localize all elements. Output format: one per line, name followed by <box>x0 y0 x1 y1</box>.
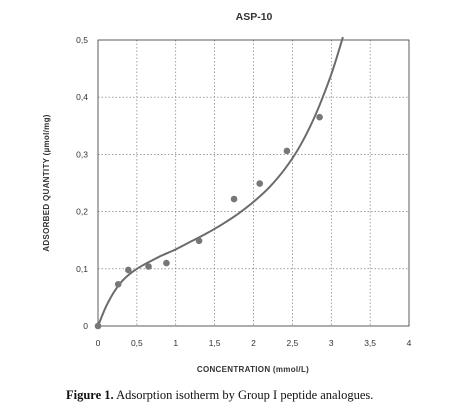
axis-ticks: 0 0,5 1 1,5 2 2,5 3 3,5 4 0 0,1 0,2 0,3 0,4 0,5 <box>76 35 411 348</box>
x-tick-label: 2 <box>251 338 256 348</box>
data-point <box>125 266 132 274</box>
x-tick-label: 2,5 <box>286 338 298 348</box>
figure-caption-label: Figure 1. <box>66 388 114 402</box>
x-tick-label: 0,5 <box>131 338 143 348</box>
x-tick-label: 3,5 <box>364 338 376 348</box>
x-axis-label: CONCENTRATION (mmol/L) <box>197 365 309 374</box>
data-point <box>114 280 122 288</box>
data-point <box>163 259 170 267</box>
y-tick-label: 0,4 <box>76 92 88 102</box>
figure-caption-text: Adsorption isotherm by Group I peptide a… <box>113 388 374 402</box>
fit-curve <box>97 36 344 327</box>
data-point <box>283 147 291 155</box>
y-tick-label: 0,5 <box>76 35 88 45</box>
data-point <box>94 322 102 330</box>
data-points <box>94 113 323 330</box>
y-axis-label: ADSORBED QUANTITY (µmol/mg) <box>42 114 51 251</box>
data-point <box>145 263 152 270</box>
y-tick-label: 0,3 <box>76 149 88 159</box>
data-point <box>256 180 264 187</box>
x-tick-label: 1 <box>173 338 178 348</box>
data-point <box>230 195 238 203</box>
chart-title: ASP-10 <box>236 11 273 23</box>
x-tick-label: 3 <box>329 338 334 348</box>
plot-frame <box>97 39 410 327</box>
y-tick-label: 0 <box>83 321 88 331</box>
grid <box>98 40 409 326</box>
chart: ASP-10 0 0,5 1 1,5 2 2,5 3 3,5 4 0 0,1 0,2 0,3 0,4 0,5… <box>42 11 412 374</box>
x-tick-label: 4 <box>407 338 412 348</box>
data-point <box>195 237 203 245</box>
x-tick-label: 1,5 <box>209 338 221 348</box>
x-tick-label: 0 <box>96 338 101 348</box>
data-point <box>316 113 323 121</box>
y-tick-label: 0,2 <box>76 207 88 217</box>
figure-caption: Figure 1. Adsorption isotherm by Group I… <box>66 388 373 403</box>
y-tick-label: 0,1 <box>76 264 88 274</box>
